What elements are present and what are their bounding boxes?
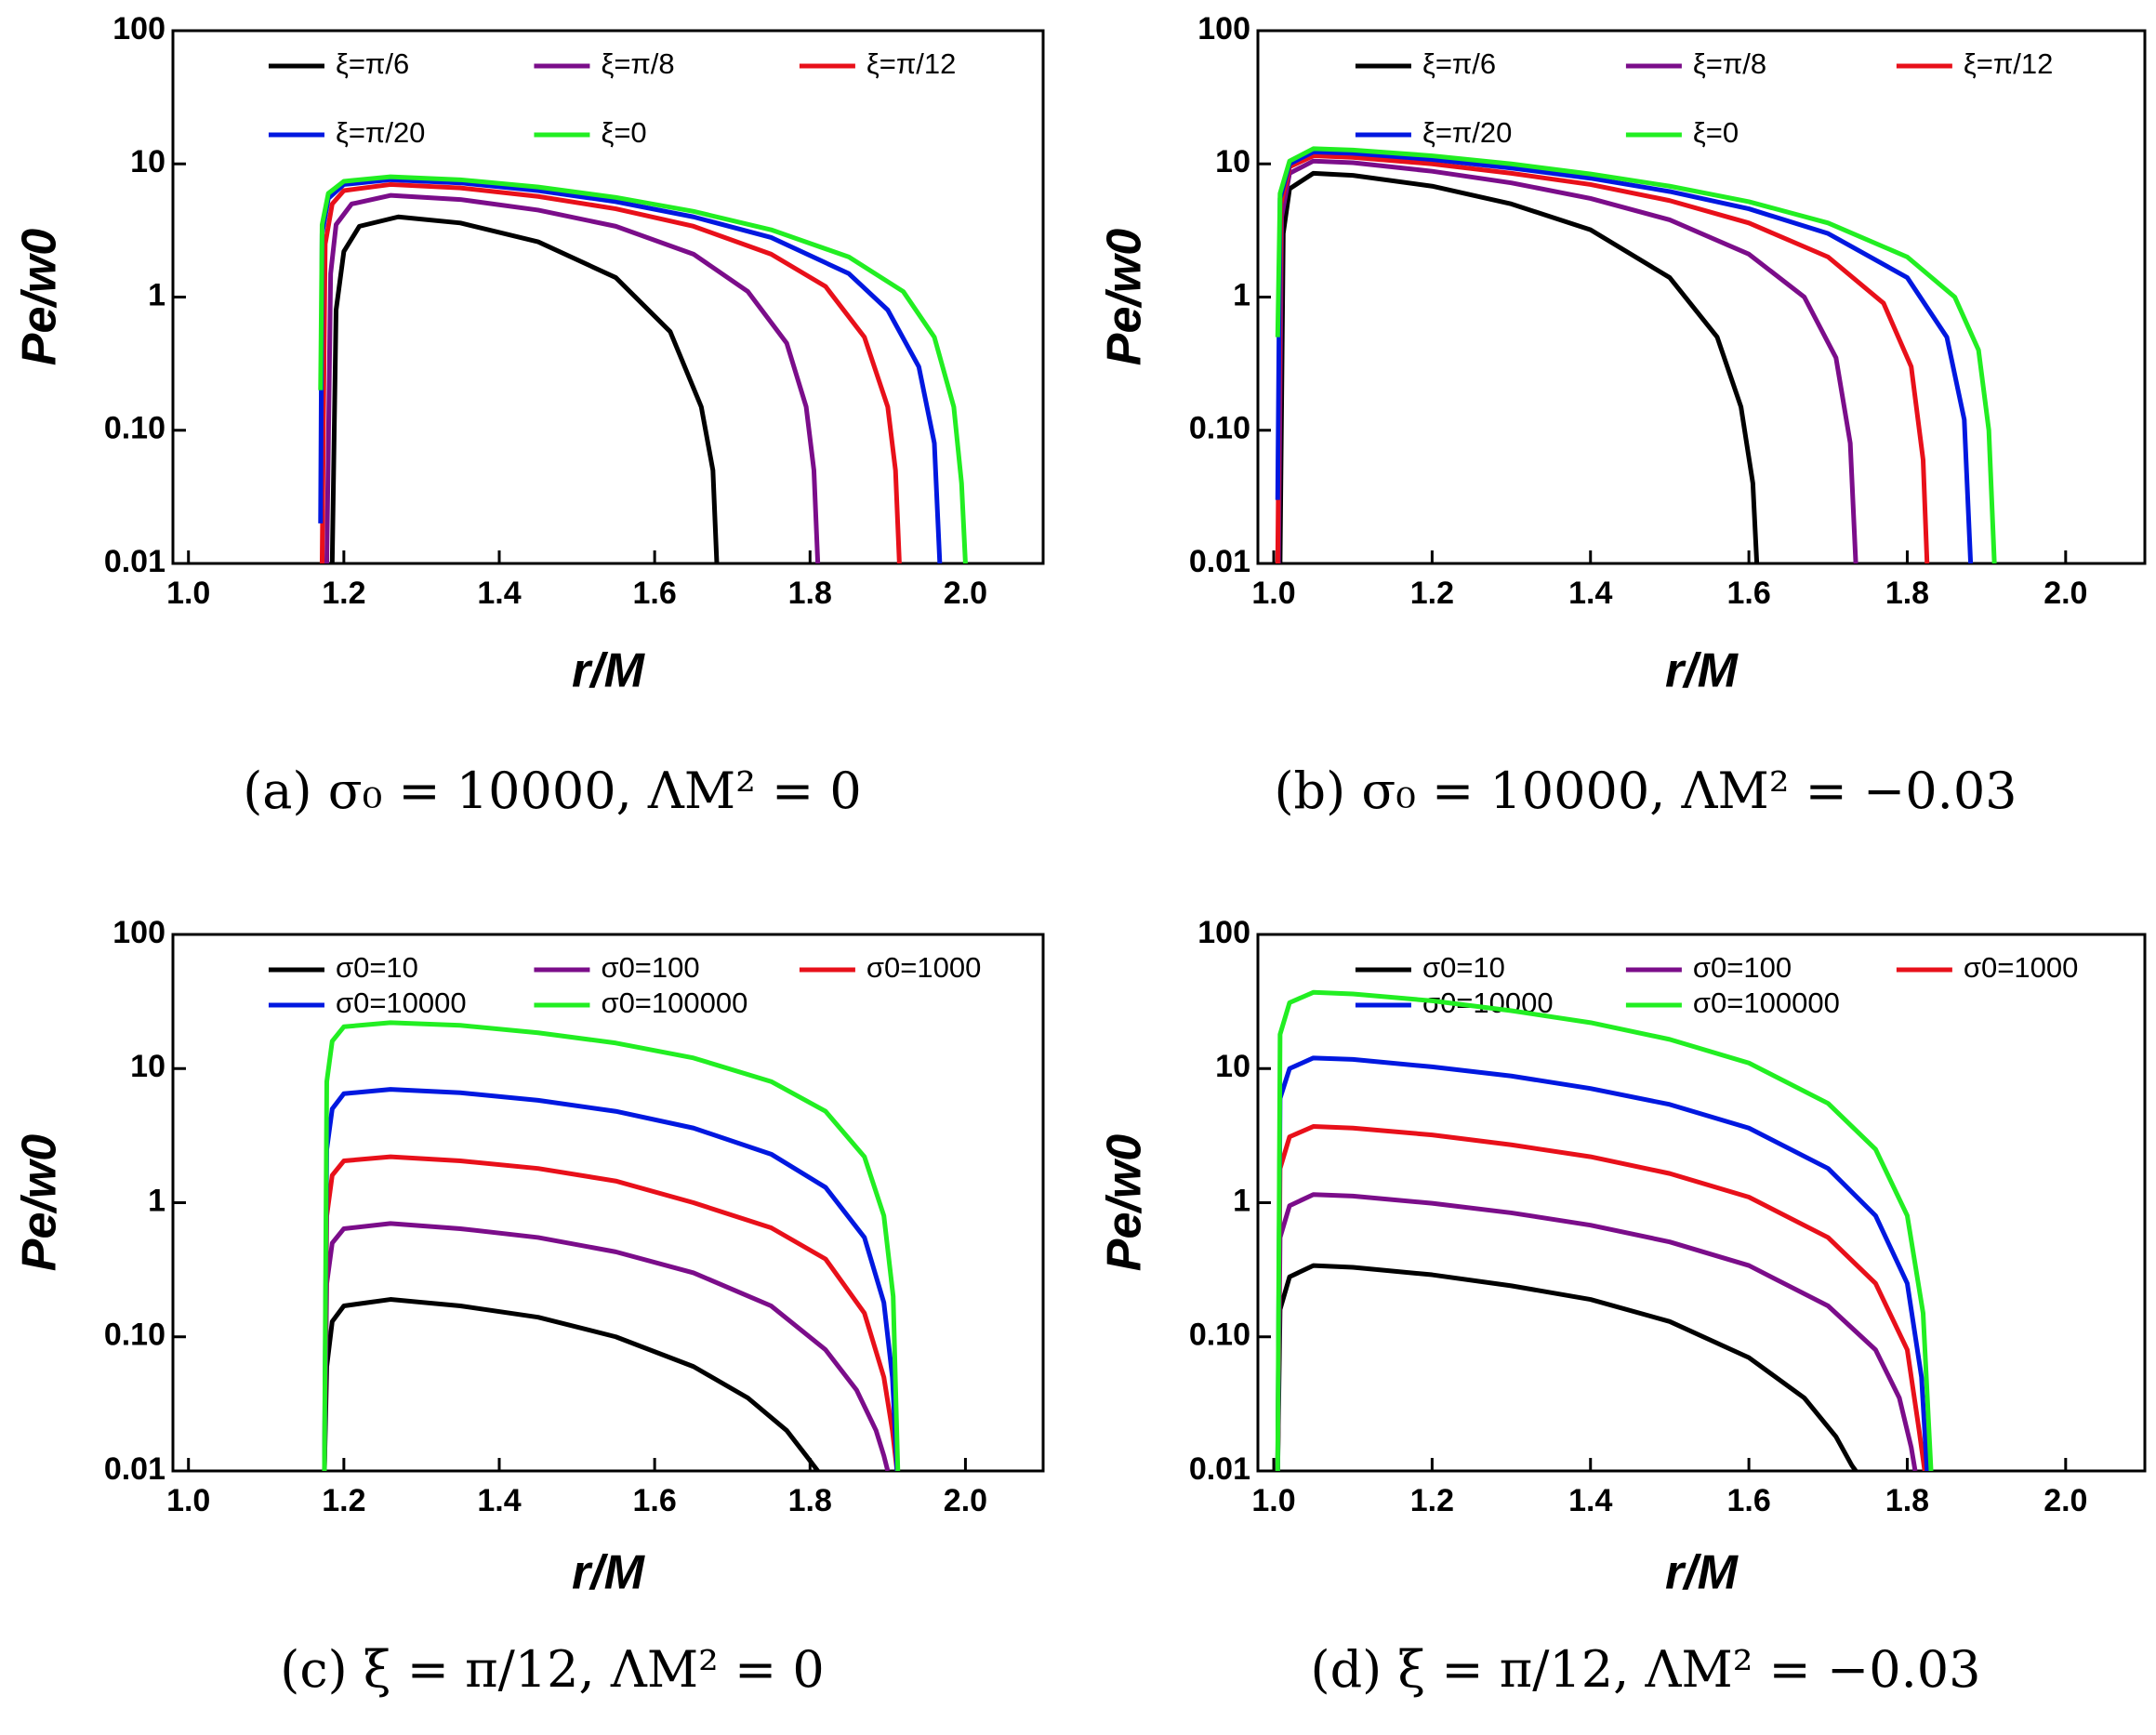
series-line bbox=[1277, 170, 1760, 563]
x-tick-label: 2.0 bbox=[944, 1483, 987, 1518]
caption: (c) ξ = π/12, ΛM² = 0 bbox=[280, 1640, 824, 1699]
y-tick-label: 0.10 bbox=[1189, 411, 1250, 446]
y-tick-label: 0.01 bbox=[1189, 544, 1250, 579]
x-tick-label: 2.0 bbox=[2044, 576, 2087, 611]
caption: (d) ξ = π/12, ΛM² = −0.03 bbox=[1311, 1640, 1981, 1699]
x-tick-label: 1.4 bbox=[1568, 1483, 1612, 1518]
y-tick-label: 10 bbox=[1215, 144, 1250, 179]
y-axis-label: Pe/w0 bbox=[1098, 1134, 1152, 1271]
y-tick-label: 100 bbox=[112, 11, 165, 46]
x-tick-label: 1.6 bbox=[1726, 576, 1770, 611]
legend-label: ξ=0 bbox=[1693, 116, 1739, 149]
x-tick-label: 1.4 bbox=[477, 1483, 521, 1518]
x-tick-label: 1.8 bbox=[788, 1483, 832, 1518]
x-tick-label: 2.0 bbox=[944, 576, 987, 611]
series-line bbox=[322, 1087, 900, 1471]
x-tick-label: 1.6 bbox=[633, 576, 677, 611]
x-tick-label: 1.6 bbox=[1726, 1483, 1770, 1518]
plot-frame bbox=[1256, 29, 2147, 565]
x-tick-label: 1.2 bbox=[1410, 1483, 1454, 1518]
y-tick-label: 0.01 bbox=[104, 544, 165, 579]
y-tick-label: 10 bbox=[130, 1049, 165, 1084]
series-line bbox=[329, 214, 720, 563]
legend-label: ξ=π/12 bbox=[1964, 47, 2053, 80]
y-tick-label: 0.10 bbox=[104, 411, 165, 446]
legend-label: σ0=10000 bbox=[336, 987, 467, 1019]
y-tick-label: 10 bbox=[1215, 1049, 1250, 1084]
legend-label: σ0=10 bbox=[336, 951, 418, 984]
series-line bbox=[1275, 1192, 1918, 1471]
x-tick-label: 1.0 bbox=[166, 1483, 210, 1518]
series-line bbox=[1275, 1055, 1930, 1471]
x-tick-label: 1.0 bbox=[1251, 576, 1295, 611]
x-tick-label: 1.4 bbox=[1568, 576, 1612, 611]
series-line bbox=[322, 1020, 901, 1471]
legend-label: ξ=π/20 bbox=[1422, 116, 1512, 149]
legend-label: ξ=π/8 bbox=[601, 47, 674, 80]
legend-label: σ0=10 bbox=[1422, 951, 1505, 984]
series-line bbox=[1276, 158, 1858, 563]
legend-label: σ0=100 bbox=[601, 951, 699, 984]
x-tick-label: 1.0 bbox=[166, 576, 210, 611]
legend-label: ξ=0 bbox=[601, 116, 646, 149]
y-tick-label: 1 bbox=[148, 277, 165, 312]
caption: (b) σ₀ = 10000, ΛM² = −0.03 bbox=[1274, 762, 2017, 820]
legend-label: ξ=π/12 bbox=[866, 47, 956, 80]
series-line bbox=[1275, 149, 1974, 563]
x-tick-label: 2.0 bbox=[2044, 1483, 2087, 1518]
y-tick-label: 100 bbox=[1197, 11, 1250, 46]
y-axis-label: Pe/w0 bbox=[13, 229, 67, 365]
legend-label: σ0=100 bbox=[1693, 951, 1792, 984]
series-line bbox=[1275, 989, 1934, 1471]
legend-label: ξ=π/20 bbox=[336, 116, 425, 149]
series-line bbox=[322, 1154, 900, 1471]
y-tick-label: 0.10 bbox=[104, 1318, 165, 1353]
x-axis-label: r/M bbox=[1665, 1546, 1739, 1600]
legend-label: ξ=π/8 bbox=[1693, 47, 1766, 80]
y-tick-label: 100 bbox=[112, 915, 165, 950]
y-tick-label: 10 bbox=[130, 144, 165, 179]
caption: (a) σ₀ = 10000, ΛM² = 0 bbox=[243, 762, 862, 820]
x-tick-label: 1.2 bbox=[1410, 576, 1454, 611]
legend-label: σ0=1000 bbox=[1964, 951, 2078, 984]
x-tick-label: 1.8 bbox=[1885, 576, 1929, 611]
y-tick-label: 1 bbox=[148, 1183, 165, 1218]
legend-label: σ0=1000 bbox=[866, 951, 981, 984]
legend-label: σ0=100000 bbox=[1693, 987, 1840, 1019]
x-axis-label: r/M bbox=[572, 644, 646, 698]
x-tick-label: 1.8 bbox=[1885, 1483, 1929, 1518]
x-tick-label: 1.8 bbox=[788, 576, 832, 611]
y-tick-label: 1 bbox=[1233, 277, 1250, 312]
series-line bbox=[324, 192, 821, 563]
x-tick-label: 1.2 bbox=[322, 576, 365, 611]
series-line bbox=[322, 1297, 820, 1471]
series-line bbox=[322, 1221, 891, 1471]
x-tick-label: 1.2 bbox=[322, 1483, 365, 1518]
legend-label: ξ=π/6 bbox=[336, 47, 409, 80]
series-line bbox=[1275, 1263, 1858, 1471]
y-axis-label: Pe/w0 bbox=[1098, 229, 1152, 365]
legend-label: ξ=π/6 bbox=[1422, 47, 1496, 80]
series-line bbox=[1275, 153, 1930, 563]
series-line bbox=[318, 177, 943, 563]
y-axis-label: Pe/w0 bbox=[13, 1134, 67, 1271]
series-line bbox=[318, 174, 968, 563]
series-line bbox=[319, 181, 902, 563]
plot-frame bbox=[171, 29, 1045, 565]
y-tick-label: 100 bbox=[1197, 915, 1250, 950]
x-tick-label: 1.6 bbox=[633, 1483, 677, 1518]
legend-label: σ0=100000 bbox=[601, 987, 747, 1019]
series-line bbox=[1275, 1124, 1927, 1471]
y-tick-label: 0.10 bbox=[1189, 1318, 1250, 1353]
x-axis-label: r/M bbox=[1665, 644, 1739, 698]
y-tick-label: 0.01 bbox=[1189, 1451, 1250, 1487]
y-tick-label: 1 bbox=[1233, 1183, 1250, 1218]
x-axis-label: r/M bbox=[572, 1546, 646, 1600]
x-tick-label: 1.0 bbox=[1251, 1483, 1295, 1518]
x-tick-label: 1.4 bbox=[477, 576, 521, 611]
y-tick-label: 0.01 bbox=[104, 1451, 165, 1487]
series-line bbox=[1275, 146, 1997, 563]
